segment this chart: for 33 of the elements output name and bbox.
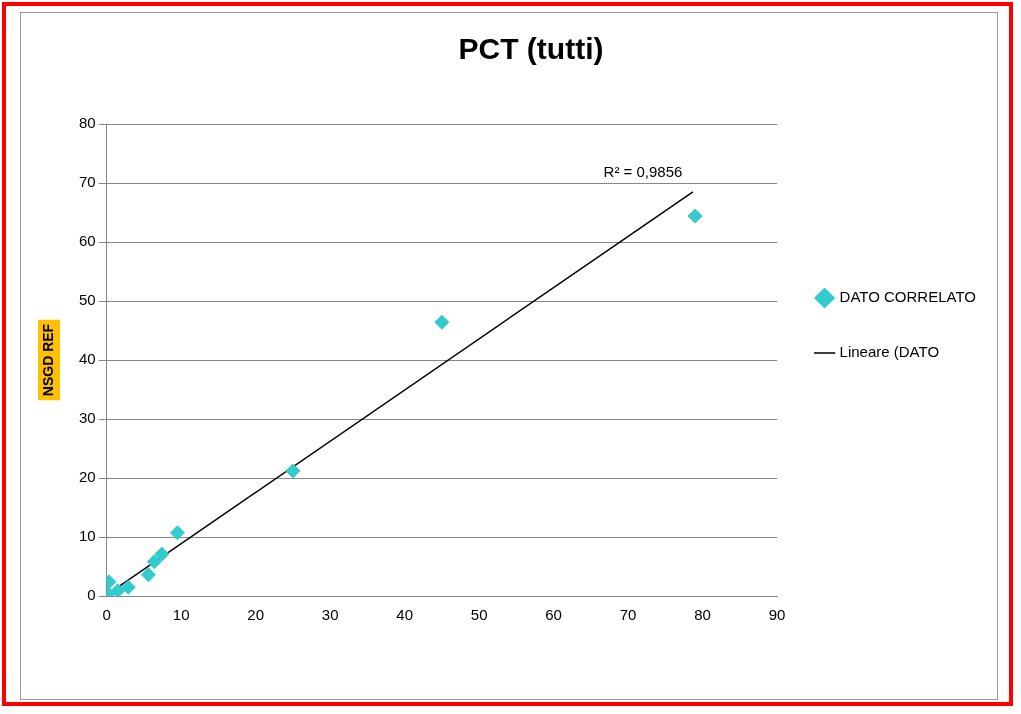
x-tick-label: 70 (619, 606, 637, 624)
legend-label: DATO CORRELATO (839, 288, 977, 306)
point (140, 567, 156, 583)
y-tick-label: 10 (79, 527, 96, 545)
point (687, 208, 703, 224)
y-tick-label: 60 (79, 232, 96, 250)
x-tick-label: 30 (321, 606, 339, 624)
x-tick-label: 80 (694, 606, 711, 624)
point (154, 546, 170, 562)
x-tick-label: 60 (545, 606, 562, 624)
x-tick-label: 10 (172, 606, 190, 624)
point (434, 314, 450, 330)
chart-title: PCT (tutti) (458, 32, 604, 66)
y-tick-label: 50 (79, 291, 96, 309)
y-tick-label: 70 (79, 173, 96, 191)
point (120, 579, 136, 595)
x-tick-label: 90 (768, 606, 786, 624)
y-tick-label: 20 (79, 468, 96, 486)
y-tick-label: 40 (79, 350, 96, 368)
point (169, 525, 185, 541)
x-tick-label: 40 (396, 606, 413, 624)
legend-label: Lineare (DATO (839, 343, 940, 361)
point (146, 554, 162, 570)
y-tick-label: 0 (87, 586, 96, 604)
x-tick-label: 50 (470, 606, 488, 624)
x-tick-label: 20 (247, 606, 265, 624)
y-tick-label: 80 (79, 114, 96, 132)
point (110, 583, 126, 596)
x-tick-label: 0 (102, 606, 111, 624)
point (285, 463, 301, 479)
y-axis-title: NSGD REF (39, 323, 56, 397)
annotation: R² = 0,9856 (603, 163, 683, 181)
y-tick-label: 30 (79, 409, 96, 427)
